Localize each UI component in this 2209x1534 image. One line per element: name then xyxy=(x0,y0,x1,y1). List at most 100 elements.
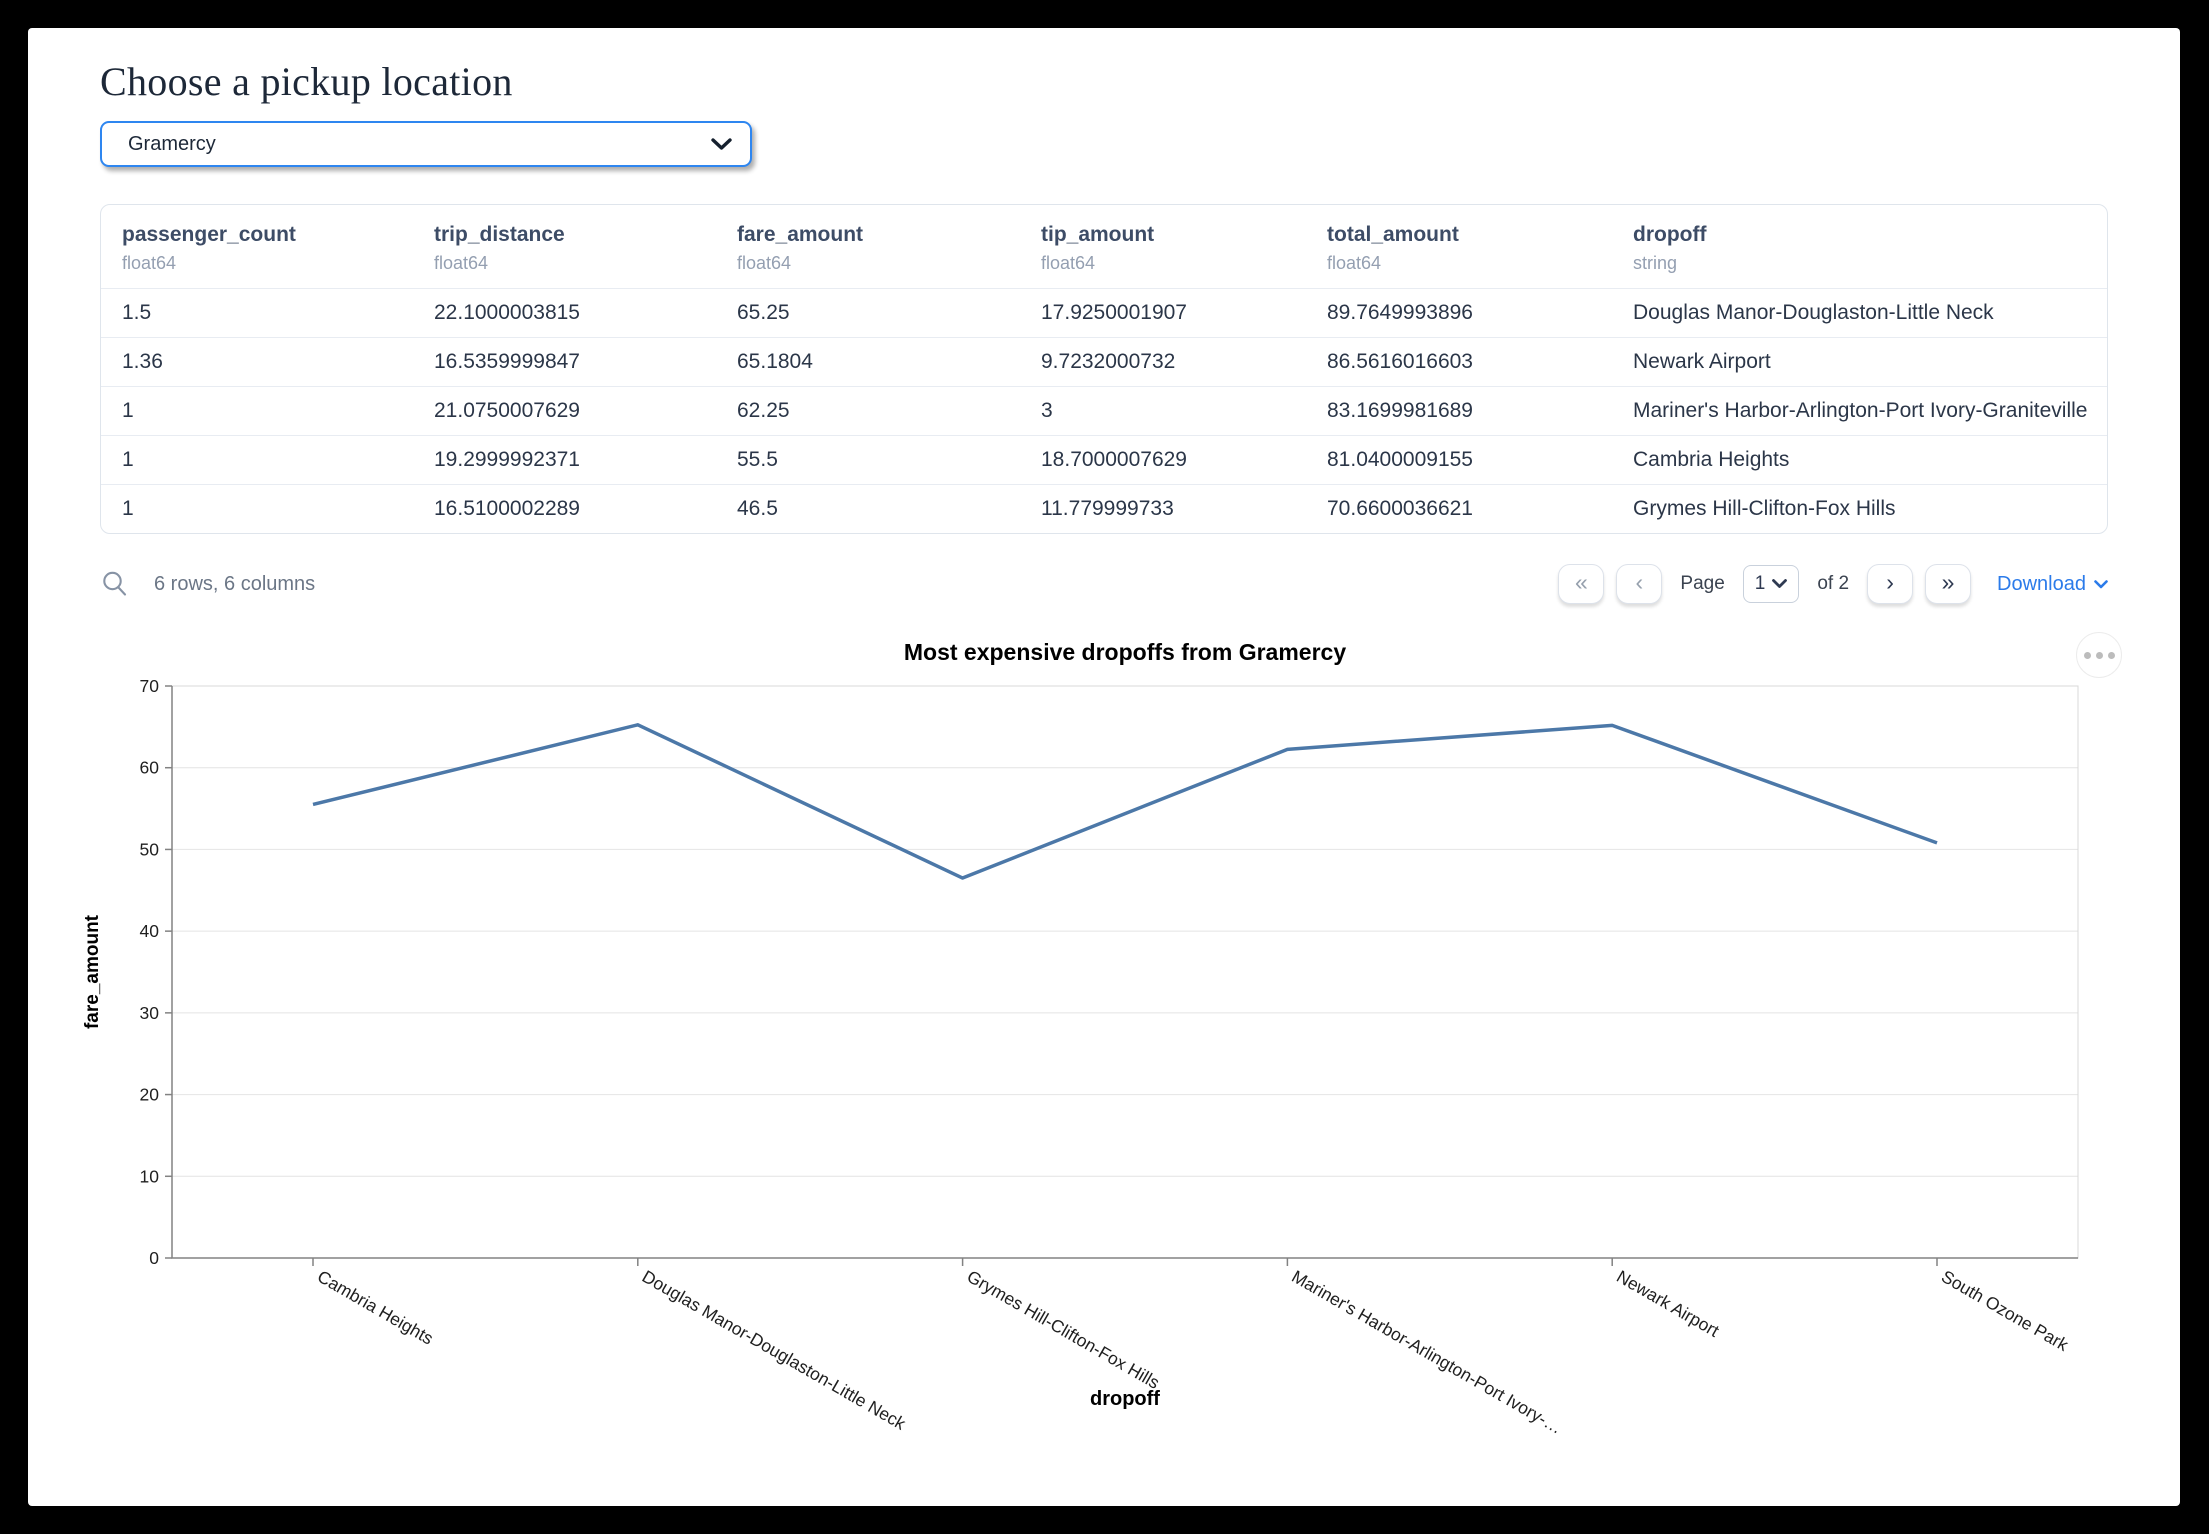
column-dtype: string xyxy=(1633,253,1678,273)
chart-title: Most expensive dropoffs from Gramercy xyxy=(904,639,1346,665)
y-axis-title: fare_amount xyxy=(82,914,103,1029)
y-tick-label: 0 xyxy=(149,1248,159,1268)
table-cell: Newark Airport xyxy=(1633,337,2107,387)
page-title: Choose a pickup location xyxy=(100,59,513,104)
column-dtype: float64 xyxy=(737,253,792,273)
last-page-button[interactable]: » xyxy=(1925,564,1972,604)
column-header-passenger_count[interactable]: passenger_count float64 xyxy=(101,205,434,289)
column-dtype: float64 xyxy=(1327,253,1382,273)
table-cell: 65.25 xyxy=(737,288,1041,338)
column-header-tip_amount[interactable]: tip_amount float64 xyxy=(1041,205,1327,289)
table-cell: 1 xyxy=(101,386,434,436)
table-cell: 22.1000003815 xyxy=(434,288,737,338)
table-cell: 9.7232000732 xyxy=(1041,337,1327,387)
column-name: passenger_count xyxy=(122,223,296,246)
page-number-select[interactable]: 1 xyxy=(1742,565,1800,603)
chevron-down-icon xyxy=(1772,579,1788,588)
dot-icon xyxy=(2107,651,2115,659)
table-cell: 81.0400009155 xyxy=(1327,435,1633,485)
table-cell: 1 xyxy=(101,484,434,533)
table-row: 1 21.0750007629 62.25 3 83.1699981689 Mariner… xyxy=(101,386,2107,436)
table-cell: 16.5359999847 xyxy=(434,337,737,387)
row-column-count: 6 rows, 6 columns xyxy=(154,572,316,595)
x-axis-title: dropoff xyxy=(1090,1388,1160,1410)
y-tick-label: 60 xyxy=(140,758,160,778)
column-dtype: float64 xyxy=(434,253,489,273)
data-line xyxy=(312,723,1938,880)
column-name: tip_amount xyxy=(1041,223,1155,246)
y-tick-label: 40 xyxy=(140,921,160,941)
page-label: Page xyxy=(1680,573,1725,594)
table-cell: 70.6600036621 xyxy=(1327,484,1633,533)
column-name: dropoff xyxy=(1633,223,1707,246)
table-cell: 18.7000007629 xyxy=(1041,435,1327,485)
table-cell: Douglas Manor-Douglaston-Little Neck xyxy=(1633,288,2107,338)
table-cell: 3 xyxy=(1041,386,1327,436)
chevron-down-icon xyxy=(711,137,732,150)
table-cell: 16.5100002289 xyxy=(434,484,737,533)
table-cell: 17.9250001907 xyxy=(1041,288,1327,338)
column-name: fare_amount xyxy=(737,223,864,246)
x-tick-label: Mariner's Harbor-Arlington-Port Ivory-… xyxy=(1288,1266,1565,1434)
chart-section: Most expensive dropoffs from Gramercy 0 10… xyxy=(82,632,2122,1434)
table-row: 1.5 22.1000003815 65.25 17.9250001907 89.764… xyxy=(101,288,2107,338)
table-cell: 46.5 xyxy=(737,484,1041,533)
table-cell: Grymes Hill-Clifton-Fox Hills xyxy=(1633,484,2107,533)
x-tick-label: South Ozone Park xyxy=(1938,1266,2072,1355)
table-cell: 65.1804 xyxy=(737,337,1041,387)
table-cell: 62.25 xyxy=(737,386,1041,436)
table-cell: 21.0750007629 xyxy=(434,386,737,436)
chart-menu-button[interactable] xyxy=(2076,632,2122,678)
y-tick-label: 20 xyxy=(140,1085,160,1105)
column-dtype: float64 xyxy=(122,253,177,273)
next-page-button[interactable]: › xyxy=(1867,564,1914,604)
download-button[interactable]: Download xyxy=(1997,573,2108,596)
page-number-value: 1 xyxy=(1754,573,1766,594)
first-page-button[interactable]: « xyxy=(1558,564,1605,604)
column-header-fare_amount[interactable]: fare_amount float64 xyxy=(737,205,1041,289)
table-row: 1 16.5100002289 46.5 11.779999733 70.6600036… xyxy=(101,484,2107,533)
table-cell: 55.5 xyxy=(737,435,1041,485)
table-cell: 1 xyxy=(101,435,434,485)
table-cell: 86.5616016603 xyxy=(1327,337,1633,387)
pagination: « ‹ Page 1 of 2 › » Download xyxy=(1558,564,2108,604)
x-tick-label: Grymes Hill-Clifton-Fox Hills xyxy=(964,1266,1164,1393)
table-cell: Mariner's Harbor-Arlington-Port Ivory-Gr… xyxy=(1633,386,2107,436)
table-cell: 89.7649993896 xyxy=(1327,288,1633,338)
column-header-total_amount[interactable]: total_amount float64 xyxy=(1327,205,1633,289)
y-tick-label: 10 xyxy=(140,1166,160,1186)
search-icon[interactable] xyxy=(100,569,130,599)
table-cell: 83.1699981689 xyxy=(1327,386,1633,436)
column-header-dropoff[interactable]: dropoff string xyxy=(1633,205,2107,289)
x-tick-label: Newark Airport xyxy=(1613,1266,1723,1341)
table-cell: Cambria Heights xyxy=(1633,435,2107,485)
table-row: 1 19.2999992371 55.5 18.7000007629 81.040000… xyxy=(101,435,2107,485)
page-total-label: of 2 xyxy=(1817,573,1850,594)
table-cell: 1.5 xyxy=(101,288,434,338)
y-tick-label: 70 xyxy=(140,676,160,696)
x-tick-label: Cambria Heights xyxy=(314,1266,437,1349)
table-cell: 19.2999992371 xyxy=(434,435,737,485)
y-tick-label: 30 xyxy=(140,1003,160,1023)
column-dtype: float64 xyxy=(1041,253,1096,273)
column-name: trip_distance xyxy=(434,223,565,246)
chevron-down-icon xyxy=(2094,579,2108,588)
prev-page-button[interactable]: ‹ xyxy=(1616,564,1663,604)
column-header-trip_distance[interactable]: trip_distance float64 xyxy=(434,205,737,289)
table-cell: 1.36 xyxy=(101,337,434,387)
pickup-location-value: Gramercy xyxy=(128,132,216,155)
table-row: 1.36 16.5359999847 65.1804 9.7232000732 86.5… xyxy=(101,337,2107,387)
column-name: total_amount xyxy=(1327,223,1459,246)
line-chart: Most expensive dropoffs from Gramercy 0 10… xyxy=(82,639,2079,1434)
dot-icon xyxy=(2095,651,2103,659)
y-tick-label: 50 xyxy=(140,839,160,859)
plot-border xyxy=(171,685,2079,1259)
axis-domain xyxy=(171,686,2078,1259)
app-window: Choose a pickup location Gramercy passen… xyxy=(28,28,2180,1506)
pickup-location-select[interactable]: Gramercy xyxy=(100,121,752,167)
table-footer: 6 rows, 6 columns « ‹ Page 1 of 2 › » xyxy=(100,560,2108,608)
x-tick-label: Douglas Manor-Douglaston-Little Neck xyxy=(639,1266,910,1434)
